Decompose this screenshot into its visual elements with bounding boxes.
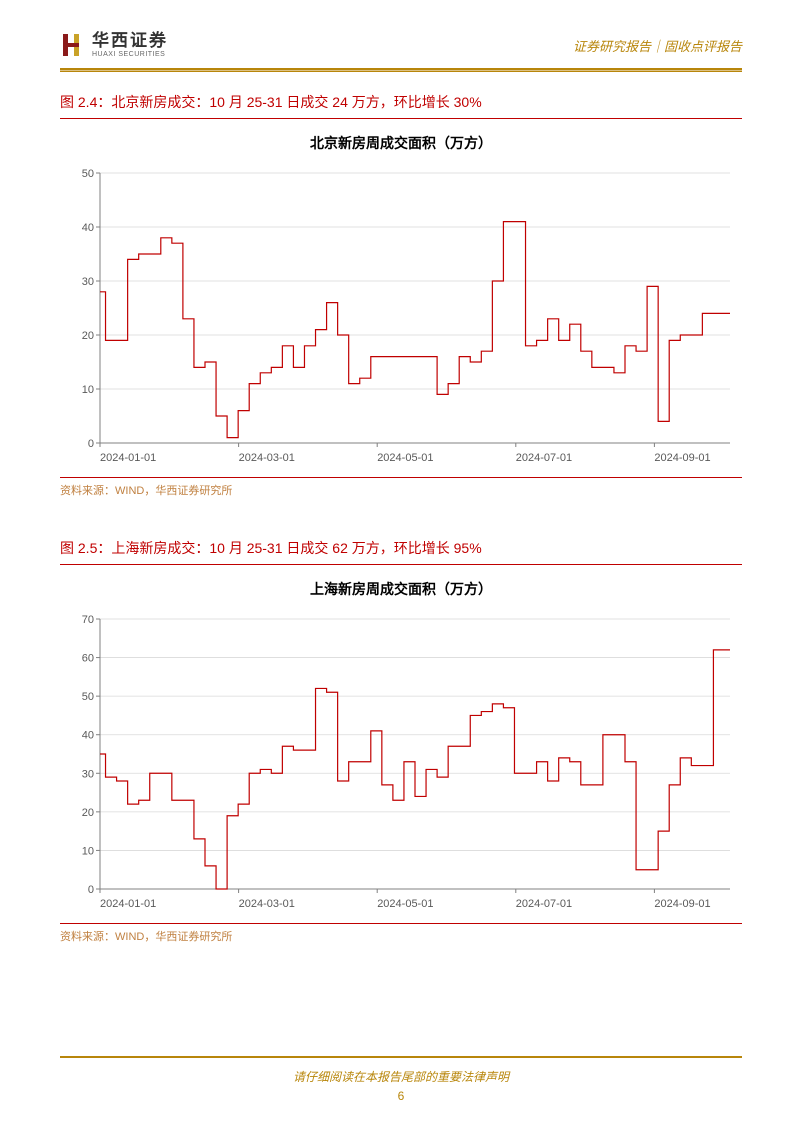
y-tick-label: 10: [82, 845, 94, 857]
logo-text: 华西证券 HUAXI SECURITIES: [92, 32, 168, 58]
logo-icon: [60, 30, 86, 60]
x-tick-label: 2024-09-01: [654, 898, 710, 910]
page-footer: 请仔细阅读在本报告尾部的重要法律声明 6: [0, 1056, 802, 1103]
y-tick-label: 30: [82, 276, 94, 288]
chart-svg: 0 10 20 30 40 50 2024-01-01 2024-03-01 2024-05-0…: [60, 163, 740, 473]
y-tick-label: 0: [88, 884, 94, 896]
report-type: 证券研究报告｜固收点评报告: [573, 36, 742, 55]
source-note: 资料来源：WIND，华西证券研究所: [60, 923, 742, 944]
y-tick-label: 10: [82, 384, 94, 396]
y-tick-label: 60: [82, 653, 94, 665]
chart-title: 上海新房周成交面积（万方）: [60, 579, 742, 599]
x-tick-label: 2024-01-01: [100, 452, 156, 464]
company-logo: 华西证券 HUAXI SECURITIES: [60, 30, 168, 60]
page-content: 图 2.4：北京新房成交：10 月 25-31 日成交 24 万方，环比增长 3…: [0, 72, 802, 944]
logo-chinese: 华西证券: [92, 32, 168, 51]
x-tick-label: 2024-05-01: [377, 898, 433, 910]
chart-area: 0 10 20 30 40 50 2024-01-01 2024-03-01 2024-05-0…: [60, 163, 742, 473]
y-tick-label: 20: [82, 330, 94, 342]
figure-block-1: 图 2.5：上海新房成交：10 月 25-31 日成交 62 万方，环比增长 9…: [60, 538, 742, 944]
x-tick-label: 2024-07-01: [516, 452, 572, 464]
x-tick-label: 2024-03-01: [239, 452, 295, 464]
y-tick-label: 30: [82, 768, 94, 780]
y-tick-label: 70: [82, 614, 94, 626]
data-line: [100, 650, 730, 889]
data-line: [100, 222, 730, 438]
chart-area: 0 10 20 30 40 50 60 70 2024-01-01 2024-03-01 2024-…: [60, 609, 742, 919]
chart-svg: 0 10 20 30 40 50 60 70 2024-01-01 2024-03-01 2024-…: [60, 609, 740, 919]
y-tick-label: 40: [82, 730, 94, 742]
footer-disclaimer: 请仔细阅读在本报告尾部的重要法律声明: [0, 1068, 802, 1085]
x-tick-label: 2024-09-01: [654, 452, 710, 464]
figure-block-0: 图 2.4：北京新房成交：10 月 25-31 日成交 24 万方，环比增长 3…: [60, 92, 742, 498]
logo-english: HUAXI SECURITIES: [92, 51, 168, 59]
page-number: 6: [0, 1089, 802, 1103]
figure-caption: 图 2.4：北京新房成交：10 月 25-31 日成交 24 万方，环比增长 3…: [60, 92, 742, 119]
x-tick-label: 2024-05-01: [377, 452, 433, 464]
y-tick-label: 50: [82, 691, 94, 703]
x-tick-label: 2024-07-01: [516, 898, 572, 910]
footer-divider: [60, 1056, 742, 1058]
y-tick-label: 20: [82, 807, 94, 819]
x-tick-label: 2024-03-01: [239, 898, 295, 910]
y-tick-label: 50: [82, 168, 94, 180]
chart-title: 北京新房周成交面积（万方）: [60, 133, 742, 153]
source-note: 资料来源：WIND，华西证券研究所: [60, 477, 742, 498]
figure-caption: 图 2.5：上海新房成交：10 月 25-31 日成交 62 万方，环比增长 9…: [60, 538, 742, 565]
x-tick-label: 2024-01-01: [100, 898, 156, 910]
page-header: 华西证券 HUAXI SECURITIES 证券研究报告｜固收点评报告: [0, 0, 802, 68]
y-tick-label: 0: [88, 438, 94, 450]
y-tick-label: 40: [82, 222, 94, 234]
